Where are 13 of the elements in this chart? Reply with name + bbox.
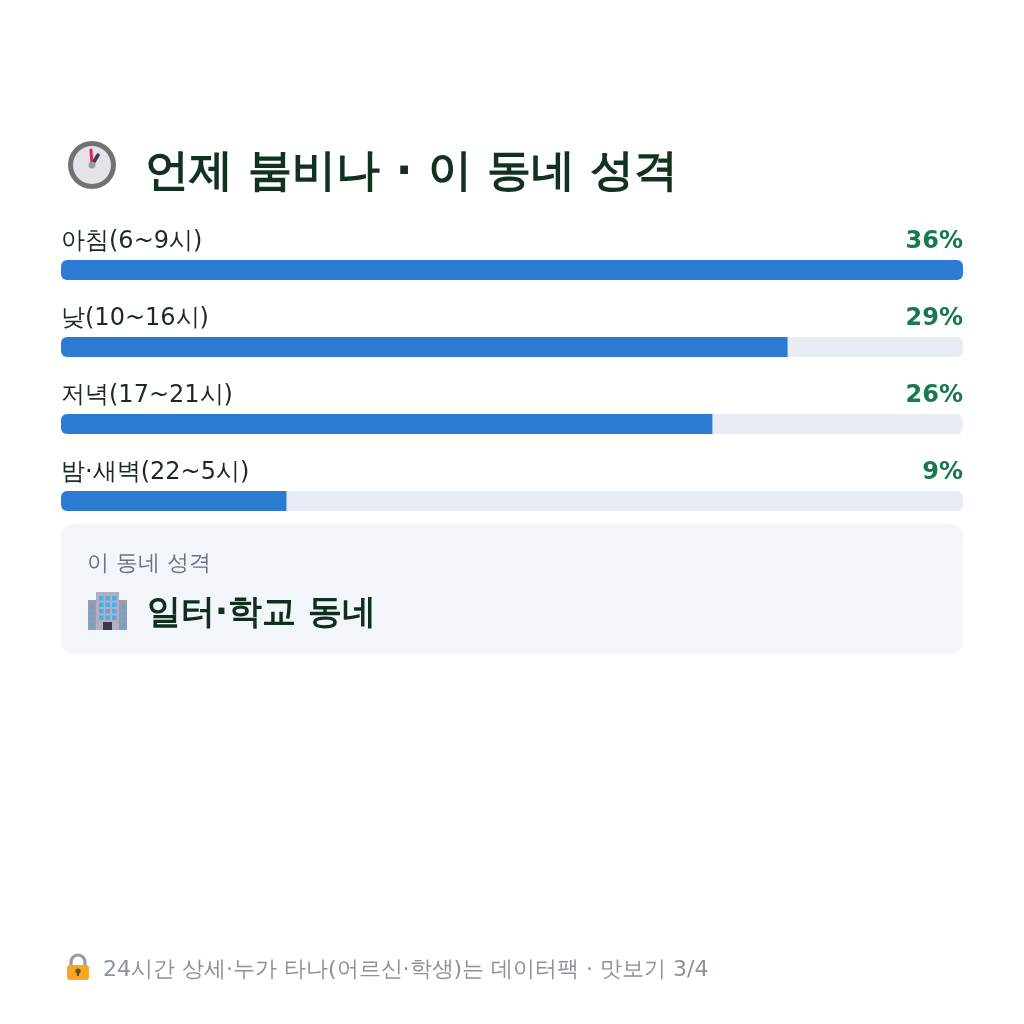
- y-tick-label: 저녁(17~21시): [61, 380, 233, 408]
- text: 24시간 상세·누가 타나(어르신·학생)는 데이터팩 · 맛보기 3/4: [103, 956, 709, 981]
- y-tick-label: 낮(10~16시): [61, 303, 209, 331]
- data-label: 29%: [905, 303, 963, 331]
- data-label: 9%: [922, 457, 963, 485]
- text: 이 동네 성격: [87, 550, 211, 575]
- data-label: 36%: [905, 226, 963, 254]
- data-label: 26%: [905, 380, 963, 408]
- y-tick-label: 아침(6~9시): [61, 226, 203, 254]
- y-tick-label: 밤·새벽(22~5시): [61, 457, 250, 485]
- text: 일터·학교 동네: [147, 591, 376, 631]
- bar: [61, 260, 963, 280]
- chart-title: 언제 붐비나 · 이 동네 성격: [145, 144, 679, 195]
